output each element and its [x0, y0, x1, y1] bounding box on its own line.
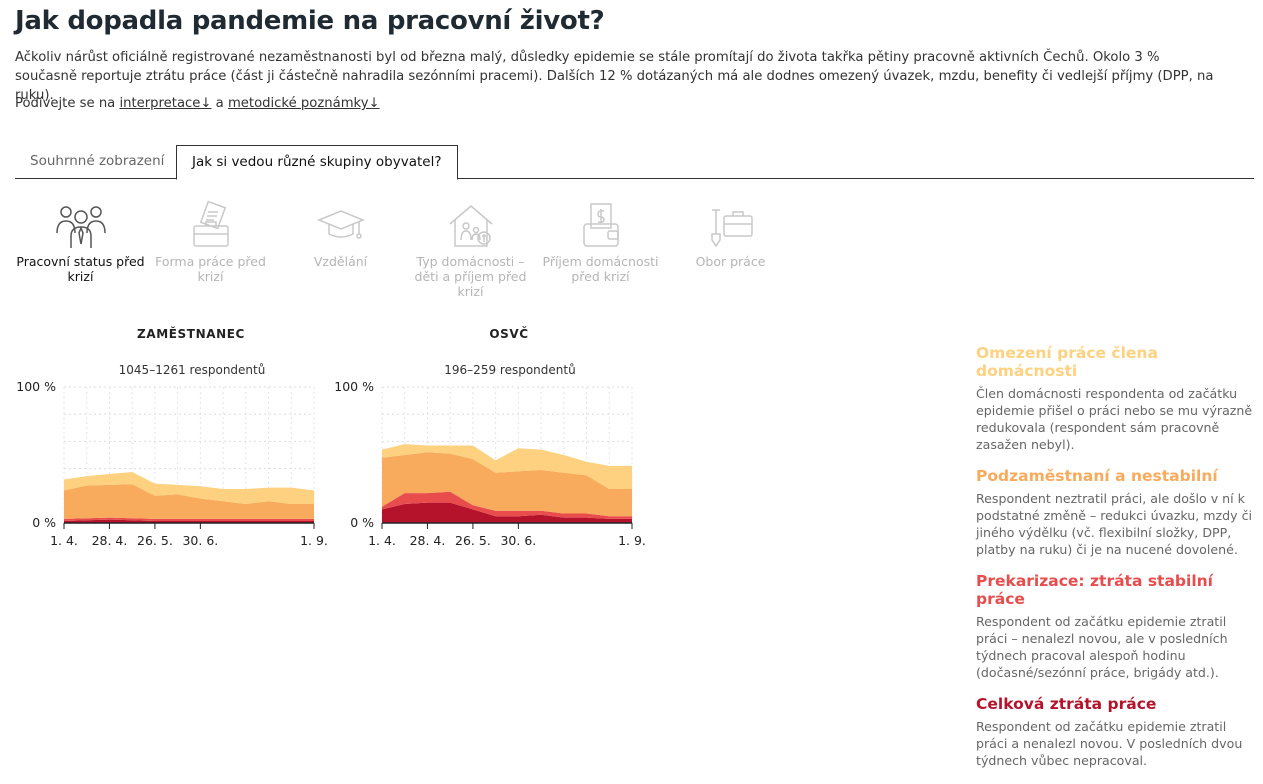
x-tick-label: 30. 6. [500, 533, 536, 548]
people-icon [55, 206, 106, 248]
filter-label: Příjem domácnosti před krizí [542, 254, 659, 284]
chart-title-osvc: OSVČ [489, 327, 529, 341]
area-chart-zamestnanec: 100 % 0 % 1. 4. 28. 4. 26. 5. 30. 6. 1. 9. [16, 379, 328, 548]
x-tick-label: 1. 9. [618, 533, 646, 548]
house-family-icon [449, 205, 492, 247]
filter-label: Pracovní status před krizí [16, 254, 145, 284]
tab-summary[interactable]: Souhrnné zobrazení [30, 153, 165, 169]
filter-label: Forma práce před krizí [155, 254, 266, 284]
filter-industry[interactable]: Obor práce [663, 200, 798, 269]
contract-briefcase-icon [192, 200, 229, 247]
tab-bar: Souhrnné zobrazení Jak si vedou různé sk… [15, 145, 1254, 180]
filter-work-status[interactable]: Pracovní status před krizí [13, 200, 148, 284]
chart-title-zamestnanec: ZAMĚSTNANEC [137, 327, 245, 341]
y-tick-label: 100 % [16, 379, 56, 394]
y-tick-label: 0 % [32, 515, 56, 530]
x-tick-label: 26. 5. [455, 533, 491, 548]
legend-name: Celková ztráta práce [976, 695, 1157, 713]
legend-item-ztrata: Celková ztráta práce Respondent od začát… [976, 695, 1256, 769]
legend-item-prekarizace: Prekarizace: ztráta stabilní práce Respo… [976, 572, 1256, 681]
area-chart-osvc: 100 % 0 % 1. 4. 28. 4. 26. 5. 30. 6. 1. 9. [334, 379, 646, 548]
see-also-mid: a [211, 96, 228, 111]
area-series-1 [382, 491, 632, 519]
filter-label: Obor práce [695, 254, 766, 269]
area-series-2 [382, 452, 632, 517]
intro-text: Ačkoliv nárůst oficiálně registrované ne… [15, 50, 1214, 103]
filter-household-income[interactable]: Příjem domácnosti před krizí [533, 200, 668, 284]
see-also: Podívejte se na interpretace↓ a metodick… [15, 96, 380, 111]
filter-household-type[interactable]: Typ domácnosti – děti a příjem před kriz… [403, 200, 538, 299]
filter-label: Vzdělání [313, 254, 368, 269]
legend-name: Podzaměstnaní a nestabilní [976, 467, 1218, 485]
legend-desc: Člen domácnosti respondenta od začátku e… [976, 386, 1253, 452]
legend-name: Prekarizace: ztráta stabilní práce [976, 572, 1213, 608]
filter-label: Typ domácnosti – děti a příjem před kriz… [414, 254, 527, 299]
group-filter-bar: Pracovní status před krizí Forma práce p… [15, 200, 775, 310]
page-title: Jak dopadla pandemie na pracovní život? [15, 6, 605, 36]
legend-item-podzamestnani: Podzaměstnaní a nestabilní Respondent ne… [976, 467, 1256, 558]
legend-name: Omezení práce člena domácnosti [976, 344, 1158, 380]
x-tick-label: 28. 4. [92, 533, 128, 548]
area-series-1 [64, 517, 314, 521]
area-series-3 [64, 472, 314, 504]
legend-desc: Respondent od začátku epidemie ztratil p… [976, 614, 1228, 680]
x-tick-label: 1. 9. [300, 533, 328, 548]
x-tick-label: 26. 5. [137, 533, 173, 548]
filter-education[interactable]: Vzdělání [273, 200, 408, 269]
see-also-prefix: Podívejte se na [15, 96, 120, 111]
legend-desc: Respondent neztratil práci, ale došlo v … [976, 491, 1252, 557]
legend: Omezení práce člena domácnosti Člen domá… [976, 344, 1256, 783]
legend-item-omezeni: Omezení práce člena domácnosti Člen domá… [976, 344, 1256, 453]
y-tick-label: 100 % [334, 379, 374, 394]
chart-subtitle-osvc: 196–259 respondentů [444, 363, 576, 377]
shovel-briefcase-icon [710, 209, 753, 248]
wallet-money-icon [582, 203, 619, 247]
filter-work-form[interactable]: Forma práce před krizí [143, 200, 278, 284]
area-series-2 [64, 484, 314, 519]
x-tick-label: 28. 4. [410, 533, 446, 548]
area-series-0 [64, 519, 314, 523]
methodology-link[interactable]: metodické poznámky↓ [227, 96, 380, 111]
area-series-3 [382, 444, 632, 489]
area-series-0 [382, 502, 632, 523]
graduation-cap-icon [316, 210, 365, 239]
y-tick-label: 0 % [350, 515, 374, 530]
x-tick-label: 1. 4. [368, 533, 396, 548]
x-tick-label: 30. 6. [182, 533, 218, 548]
legend-desc: Respondent od začátku epidemie ztratil p… [976, 719, 1243, 768]
chart-subtitle-zamestnanec: 1045–1261 respondentů [118, 363, 266, 377]
interpretation-link[interactable]: interpretace↓ [119, 96, 212, 111]
x-tick-label: 1. 4. [50, 533, 78, 548]
tab-groups[interactable]: Jak si vedou různé skupiny obyvatel? [176, 145, 458, 180]
